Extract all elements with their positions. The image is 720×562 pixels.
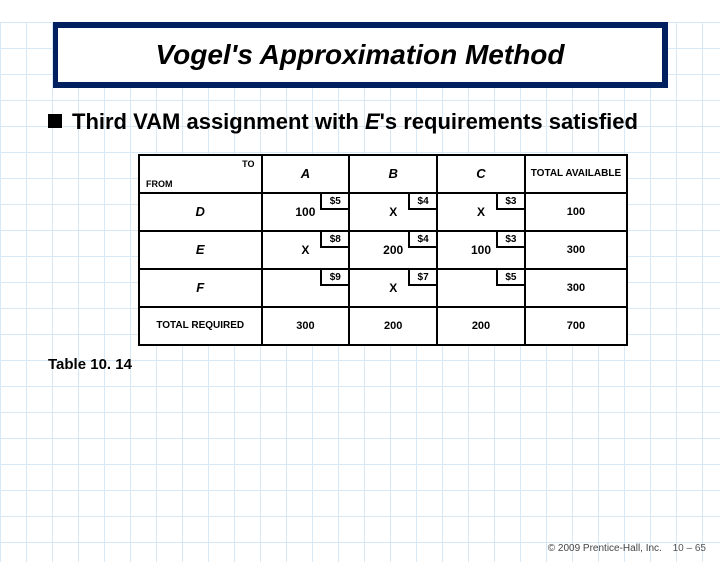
bullet-marker: [48, 114, 62, 128]
cost-e-c: $3: [496, 232, 524, 248]
from-label: FROM: [146, 179, 173, 189]
table-row: E $8 X $4 200 $3 100 300: [139, 231, 627, 269]
alloc-e-a: X: [301, 243, 309, 257]
required-a: 300: [262, 307, 350, 345]
required-b: 200: [349, 307, 437, 345]
bullet-suffix: 's requirements satisfied: [380, 109, 638, 134]
transportation-table: TO FROM A B C TOTAL AVAILABLE D $5 100 $…: [138, 154, 628, 346]
dest-header-b: B: [349, 155, 437, 193]
cell-d-a: $5 100: [262, 193, 350, 231]
title-container: Vogel's Approximation Method: [53, 22, 668, 88]
total-required-header: TOTAL REQUIRED: [139, 307, 262, 345]
footer: © 2009 Prentice-Hall, Inc. 10 – 65: [548, 543, 706, 554]
source-d: D: [139, 193, 262, 231]
cell-d-b: $4 X: [349, 193, 437, 231]
bullet-italic: E: [365, 109, 380, 134]
cell-e-a: $8 X: [262, 231, 350, 269]
alloc-d-a: 100: [295, 205, 315, 219]
alloc-e-c: 100: [471, 243, 491, 257]
table-row: F $9 $7 X $5 300: [139, 269, 627, 307]
title-inner: Vogel's Approximation Method: [58, 28, 662, 82]
cell-d-c: $3 X: [437, 193, 525, 231]
bullet-item: Third VAM assignment with E's requiremen…: [48, 108, 720, 136]
page-title: Vogel's Approximation Method: [155, 39, 564, 71]
available-d: 100: [525, 193, 627, 231]
cost-e-b: $4: [408, 232, 436, 248]
alloc-e-b: 200: [383, 243, 403, 257]
transportation-table-wrap: TO FROM A B C TOTAL AVAILABLE D $5 100 $…: [138, 154, 628, 346]
required-c: 200: [437, 307, 525, 345]
dest-header-c: C: [437, 155, 525, 193]
table-row: D $5 100 $4 X $3 X 100: [139, 193, 627, 231]
alloc-d-c: X: [477, 205, 485, 219]
cost-f-b: $7: [408, 270, 436, 286]
bullet-prefix: Third VAM assignment with: [72, 109, 365, 134]
available-f: 300: [525, 269, 627, 307]
source-f: F: [139, 269, 262, 307]
cell-e-c: $3 100: [437, 231, 525, 269]
available-e: 300: [525, 231, 627, 269]
from-to-header: TO FROM: [139, 155, 262, 193]
source-e: E: [139, 231, 262, 269]
cell-f-c: $5: [437, 269, 525, 307]
cost-d-a: $5: [320, 194, 348, 210]
cell-f-a: $9: [262, 269, 350, 307]
page-number: 10 – 65: [673, 543, 706, 554]
table-row: TOTAL REQUIRED 300 200 200 700: [139, 307, 627, 345]
cell-e-b: $4 200: [349, 231, 437, 269]
total-available-header: TOTAL AVAILABLE: [525, 155, 627, 193]
copyright: © 2009 Prentice-Hall, Inc.: [548, 543, 662, 554]
cost-f-c: $5: [496, 270, 524, 286]
alloc-d-b: X: [389, 205, 397, 219]
bullet-text: Third VAM assignment with E's requiremen…: [72, 108, 638, 136]
to-label: TO: [242, 159, 254, 169]
cost-d-b: $4: [408, 194, 436, 210]
cost-e-a: $8: [320, 232, 348, 248]
cell-f-b: $7 X: [349, 269, 437, 307]
cost-f-a: $9: [320, 270, 348, 286]
table-caption: Table 10. 14: [48, 356, 720, 373]
grand-total: 700: [525, 307, 627, 345]
dest-header-a: A: [262, 155, 350, 193]
cost-d-c: $3: [496, 194, 524, 210]
alloc-f-b: X: [389, 281, 397, 295]
